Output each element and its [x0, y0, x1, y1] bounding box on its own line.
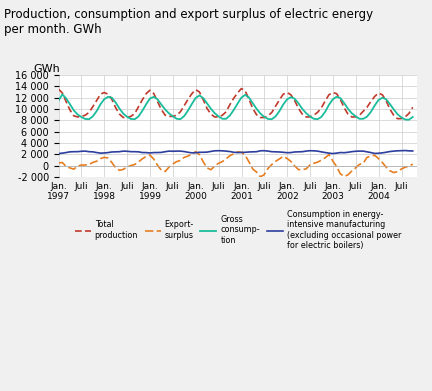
Legend: Total
production, Export-
surplus, Gross
consump-
tion, Consumption in energy-
i: Total production, Export- surplus, Gross…	[75, 210, 401, 250]
Text: Production, consumption and export surplus of electric energy
per month. GWh: Production, consumption and export surpl…	[4, 8, 373, 36]
Text: GWh: GWh	[34, 64, 60, 74]
